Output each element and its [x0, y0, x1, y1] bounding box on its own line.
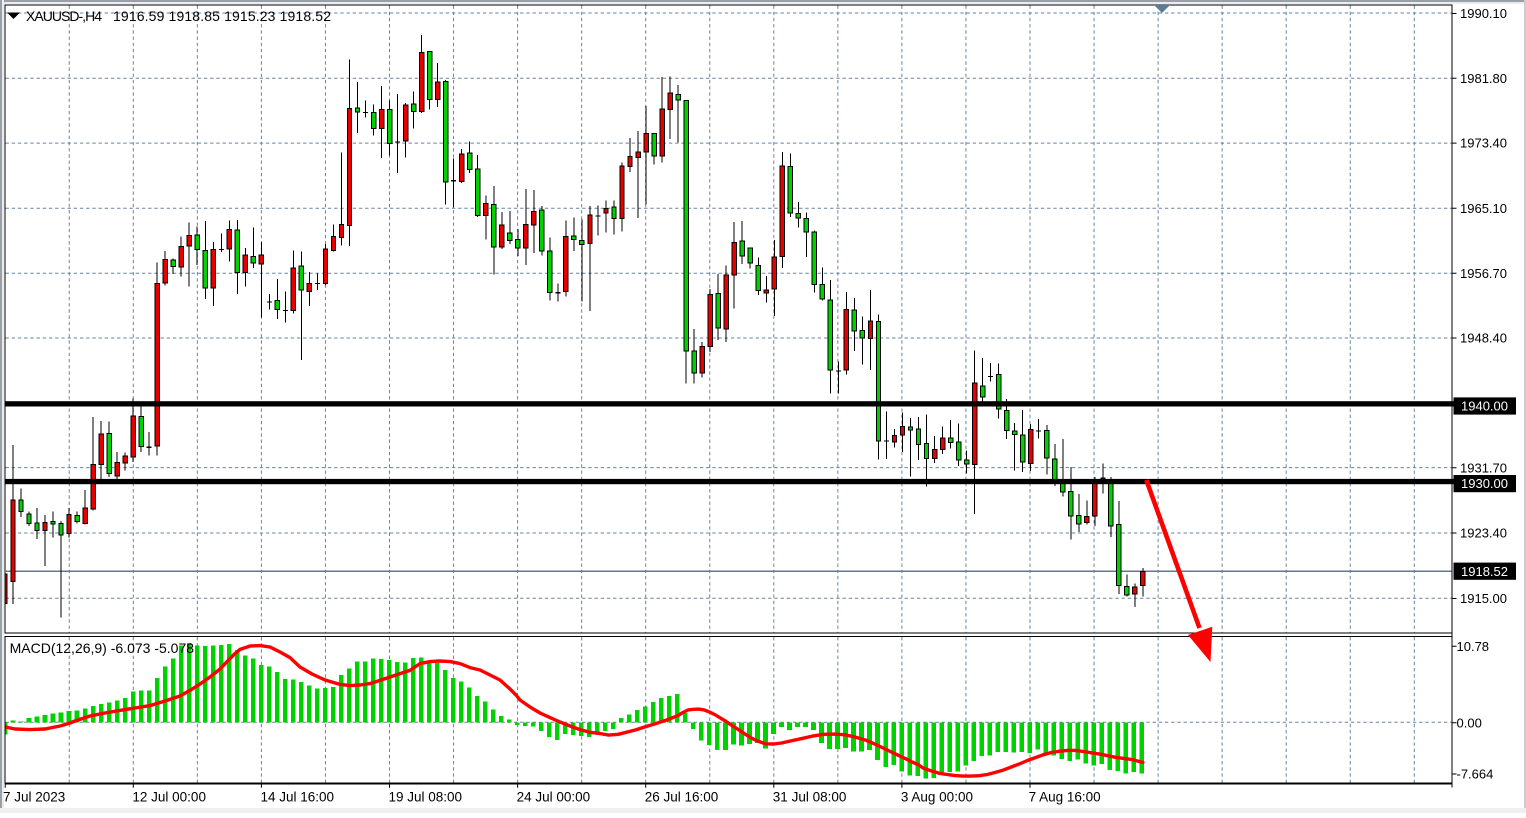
svg-text:XAUUSD-,H4: XAUUSD-,H4	[26, 8, 102, 24]
svg-text:3 Aug 00:00: 3 Aug 00:00	[901, 790, 973, 805]
svg-text:31 Jul 08:00: 31 Jul 08:00	[773, 790, 847, 805]
svg-text:MACD(12,26,9) -6.073 -5.078: MACD(12,26,9) -6.073 -5.078	[10, 640, 195, 656]
svg-text:1916.59 1918.85 1915.23 1918.5: 1916.59 1918.85 1915.23 1918.52	[113, 8, 331, 24]
svg-text:24 Jul 00:00: 24 Jul 00:00	[517, 790, 591, 805]
svg-text:1930.00: 1930.00	[1461, 476, 1508, 491]
svg-text:1931.70: 1931.70	[1460, 460, 1507, 475]
svg-text:-7.664: -7.664	[1457, 767, 1494, 782]
svg-text:1956.70: 1956.70	[1460, 266, 1507, 281]
svg-text:1990.10: 1990.10	[1460, 6, 1507, 21]
svg-text:1915.00: 1915.00	[1460, 591, 1507, 606]
svg-text:1918.52: 1918.52	[1461, 564, 1508, 579]
svg-text:1981.80: 1981.80	[1460, 71, 1507, 86]
svg-text:1940.00: 1940.00	[1461, 399, 1508, 414]
svg-text:19 Jul 08:00: 19 Jul 08:00	[389, 790, 463, 805]
svg-text:14 Jul 16:00: 14 Jul 16:00	[261, 790, 335, 805]
svg-text:1965.10: 1965.10	[1460, 201, 1507, 216]
svg-text:26 Jul 16:00: 26 Jul 16:00	[645, 790, 719, 805]
svg-text:7 Jul 2023: 7 Jul 2023	[3, 790, 65, 805]
svg-text:7 Aug 16:00: 7 Aug 16:00	[1029, 790, 1101, 805]
svg-text:10.78: 10.78	[1457, 639, 1490, 654]
svg-text:1948.40: 1948.40	[1460, 331, 1507, 346]
svg-text:0.00: 0.00	[1457, 715, 1482, 730]
svg-text:1923.40: 1923.40	[1460, 526, 1507, 541]
svg-text:12 Jul 00:00: 12 Jul 00:00	[132, 790, 206, 805]
svg-text:1973.40: 1973.40	[1460, 136, 1507, 151]
